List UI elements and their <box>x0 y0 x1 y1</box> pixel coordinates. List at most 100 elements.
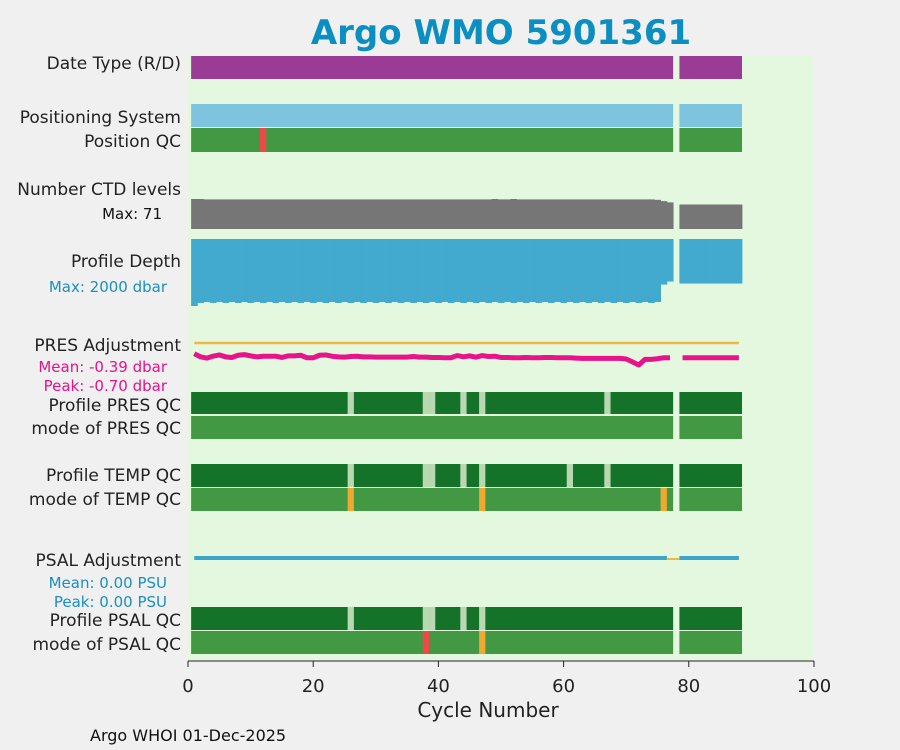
profile-depth-bar <box>422 239 430 303</box>
ctd-levels-bar <box>529 199 536 229</box>
pres-peak-annotation: Peak: -0.70 dbar <box>44 377 168 395</box>
profile-depth-bar <box>272 239 280 303</box>
ctd-levels-bar <box>572 199 580 229</box>
ctd-levels-bar <box>454 199 461 229</box>
mode-pres-qc-label: mode of PRES QC <box>31 419 181 439</box>
ctd-levels-bar <box>479 199 486 229</box>
profile-depth-bar <box>535 239 543 303</box>
mode-psal-qc-flag4-mark <box>422 631 430 654</box>
position-qc-bar <box>191 128 674 152</box>
profile-depth-bar <box>278 239 286 302</box>
ctd-levels-bar <box>485 199 493 229</box>
ctd-levels-bar <box>591 199 599 229</box>
mode-temp-qc-flag3-mark <box>660 488 667 511</box>
ctd-levels-bar <box>403 199 411 229</box>
ctd-levels-bar <box>285 199 292 229</box>
ctd-levels-bar <box>259 199 267 229</box>
profile-temp-qc-label: Profile TEMP QC <box>46 466 181 486</box>
profile-depth-bar <box>259 239 267 303</box>
ctd-levels-bar <box>635 199 643 229</box>
x-tick-label: 80 <box>677 676 700 697</box>
profile-depth-bar <box>585 239 593 303</box>
ctd-levels-bar <box>272 199 280 229</box>
ctd-levels-bar <box>604 199 611 229</box>
mode-temp-qc-flag3-mark <box>479 488 486 511</box>
profile-depth-bar <box>335 239 342 303</box>
profile-depth-bar <box>435 239 442 303</box>
profile-depth-bar <box>635 239 643 303</box>
profile-depth-bar <box>710 239 718 284</box>
profile-depth-bar <box>560 239 568 303</box>
profile-depth-bar <box>360 239 367 303</box>
profile-psal-qc-b-mark <box>479 607 486 630</box>
psal-mean-annotation: Mean: 0.00 PSU <box>49 574 167 592</box>
ctd-levels-bar <box>416 199 424 229</box>
profile-pres-qc-b-mark <box>429 392 436 414</box>
profile-depth-label: Profile Depth <box>71 252 181 272</box>
psal-peak-annotation: Peak: 0.00 PSU <box>54 593 167 611</box>
ctd-levels-bar <box>266 199 273 229</box>
mode-psal-qc-bar <box>679 631 743 654</box>
positioning-system-bar <box>679 104 743 127</box>
ctd-levels-bar <box>391 199 399 229</box>
profile-temp-qc-b-mark <box>347 464 354 487</box>
profile-depth-bar <box>291 239 298 302</box>
ctd-levels-bar <box>360 199 367 229</box>
profile-depth-bar <box>253 239 261 302</box>
mode-psal-qc-bar <box>191 631 674 654</box>
profile-depth-bar <box>228 239 236 302</box>
ctd-levels-bar <box>429 199 436 229</box>
ctd-levels-bar <box>203 199 211 229</box>
chart-title: Argo WMO 5901361 <box>311 13 691 53</box>
profile-depth-bar <box>566 239 574 302</box>
ctd-levels-bar <box>510 199 518 229</box>
pres-adjustment-label: PRES Adjustment <box>34 336 181 356</box>
ctd-levels-bar <box>666 202 674 229</box>
profile-depth-bar <box>203 239 211 302</box>
profile-pres-qc-b-mark <box>604 392 611 414</box>
profile-depth-bar <box>723 239 730 284</box>
ctd-levels-bar <box>278 199 286 229</box>
profile-temp-qc-b-mark <box>566 464 573 487</box>
ctd-levels-bar <box>691 204 699 229</box>
profile-psal-qc-b-mark <box>347 607 354 630</box>
profile-depth-bar <box>616 239 624 302</box>
ctd-levels-bar <box>435 199 442 229</box>
profile-depth-bar <box>691 239 699 284</box>
ctd-levels-bar <box>685 204 693 229</box>
ctd-levels-bar <box>616 199 624 229</box>
ctd-levels-bar <box>735 204 743 229</box>
ctd-levels-bar <box>522 199 530 229</box>
profile-depth-bar <box>604 239 611 302</box>
ctd-levels-bar <box>253 199 261 229</box>
profile-depth-bar <box>704 239 712 284</box>
ctd-levels-bar <box>222 199 230 229</box>
mode-temp-qc-label: mode of TEMP QC <box>29 490 181 510</box>
mode-temp-qc-bar <box>679 488 743 511</box>
footer-credit: Argo WHOI 01-Dec-2025 <box>90 726 286 745</box>
profile-pres-qc-b-mark <box>479 392 486 414</box>
profile-temp-qc-b-mark <box>604 464 611 487</box>
date-type-bar <box>191 56 674 79</box>
profile-depth-bar <box>234 239 242 303</box>
profile-depth-bar <box>623 239 630 303</box>
ctd-levels-bar <box>422 199 430 229</box>
profile-depth-bar <box>191 239 198 306</box>
profile-depth-bar <box>598 239 605 303</box>
ctd-levels-bar <box>322 199 330 229</box>
profile-depth-bar <box>729 239 737 284</box>
profile-depth-bar <box>454 239 461 302</box>
profile-temp-qc-bar <box>679 464 743 487</box>
x-tick-label: 60 <box>552 676 575 697</box>
ctd-levels-bar <box>504 199 511 229</box>
date-type-bar <box>679 56 743 79</box>
ctd-levels-bar <box>441 199 449 229</box>
ctd-levels-bar <box>460 199 467 229</box>
profile-psal-qc-label: Profile PSAL QC <box>50 611 181 631</box>
position-qc-bad-mark <box>259 128 267 152</box>
profile-depth-bar <box>516 239 524 302</box>
ctd-levels-bar <box>585 199 593 229</box>
profile-depth-bar <box>416 239 424 302</box>
ctd-levels-bar <box>579 199 586 229</box>
